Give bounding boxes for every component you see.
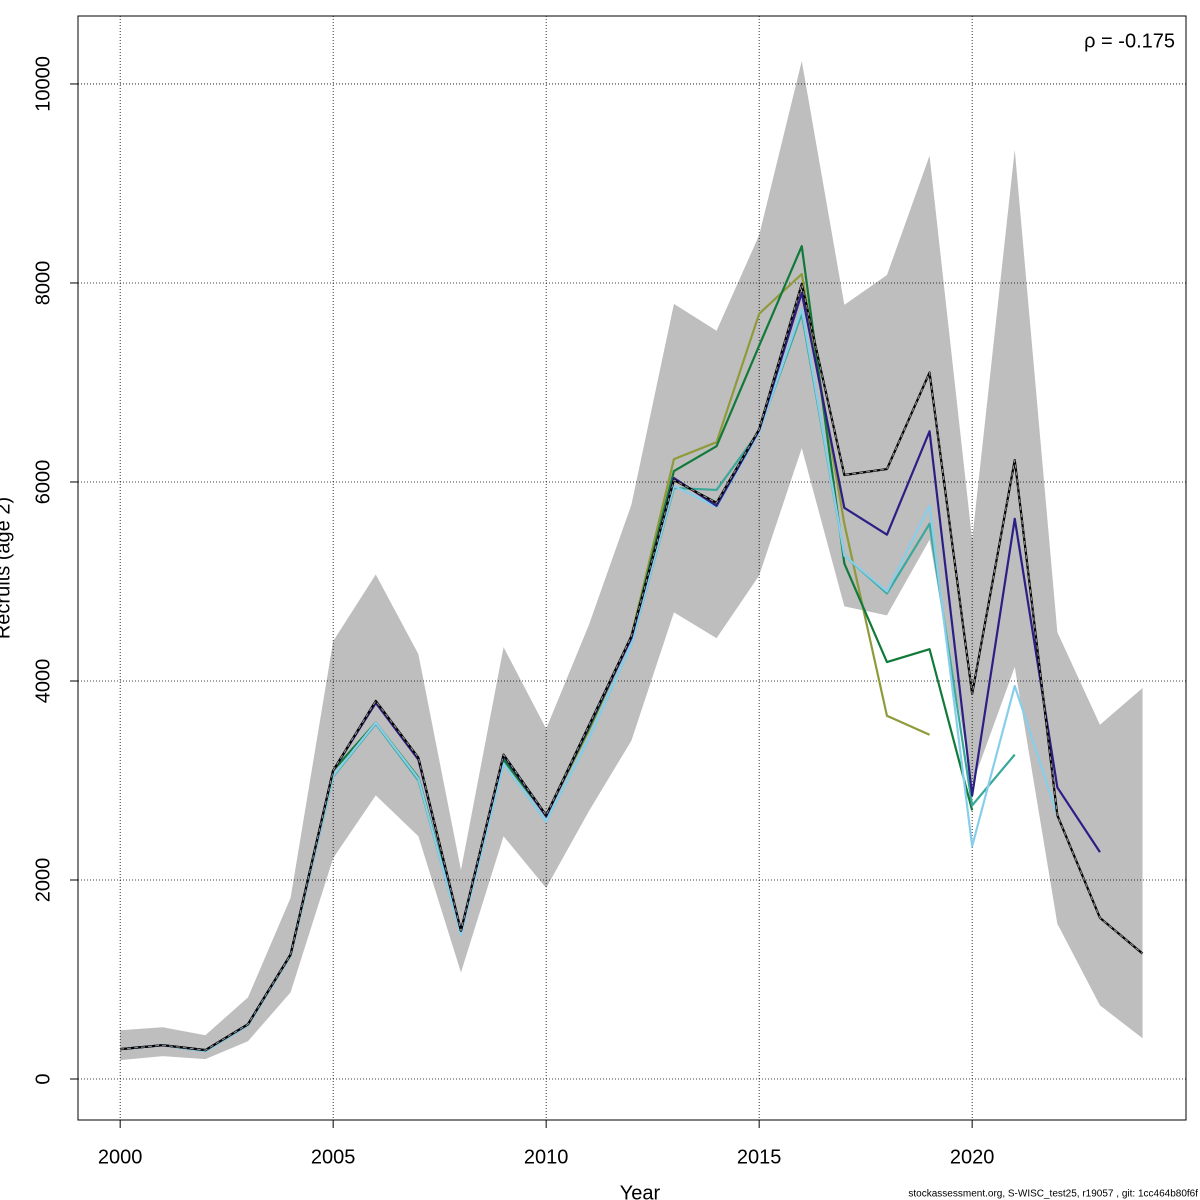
x-axis-label: Year xyxy=(620,1182,661,1200)
confidence-band xyxy=(120,61,1143,1061)
y-tick-label: 4000 xyxy=(32,659,54,704)
x-tick-label: 2020 xyxy=(950,1146,995,1168)
y-axis-label: Recruits (age 2) xyxy=(0,497,14,639)
x-tick-label: 2000 xyxy=(98,1146,143,1168)
plot-frame xyxy=(77,15,1187,1121)
y-tick-label: 8000 xyxy=(32,261,54,306)
series-line-dash xyxy=(120,283,1143,1051)
x-tick-label: 2010 xyxy=(524,1146,569,1168)
x-tick-label: 2015 xyxy=(737,1146,782,1168)
footer: stockassessment.org, S-WISC_test25, r190… xyxy=(908,1189,1198,1200)
y-tick-label: 0 xyxy=(32,1073,54,1084)
y-tick-label: 10000 xyxy=(32,56,54,112)
x-tick-label: 2005 xyxy=(311,1146,356,1168)
y-tick-label: 6000 xyxy=(32,460,54,505)
y-tick-label: 2000 xyxy=(32,858,54,903)
annotation: ρ = -0.175 xyxy=(1084,30,1175,52)
